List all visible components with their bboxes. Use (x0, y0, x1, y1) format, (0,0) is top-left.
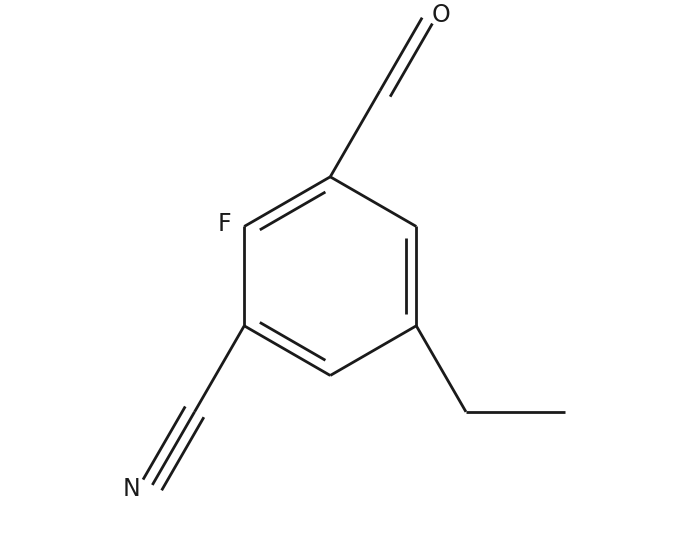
Text: O: O (432, 3, 451, 27)
Text: F: F (217, 212, 231, 236)
Text: N: N (123, 477, 140, 501)
